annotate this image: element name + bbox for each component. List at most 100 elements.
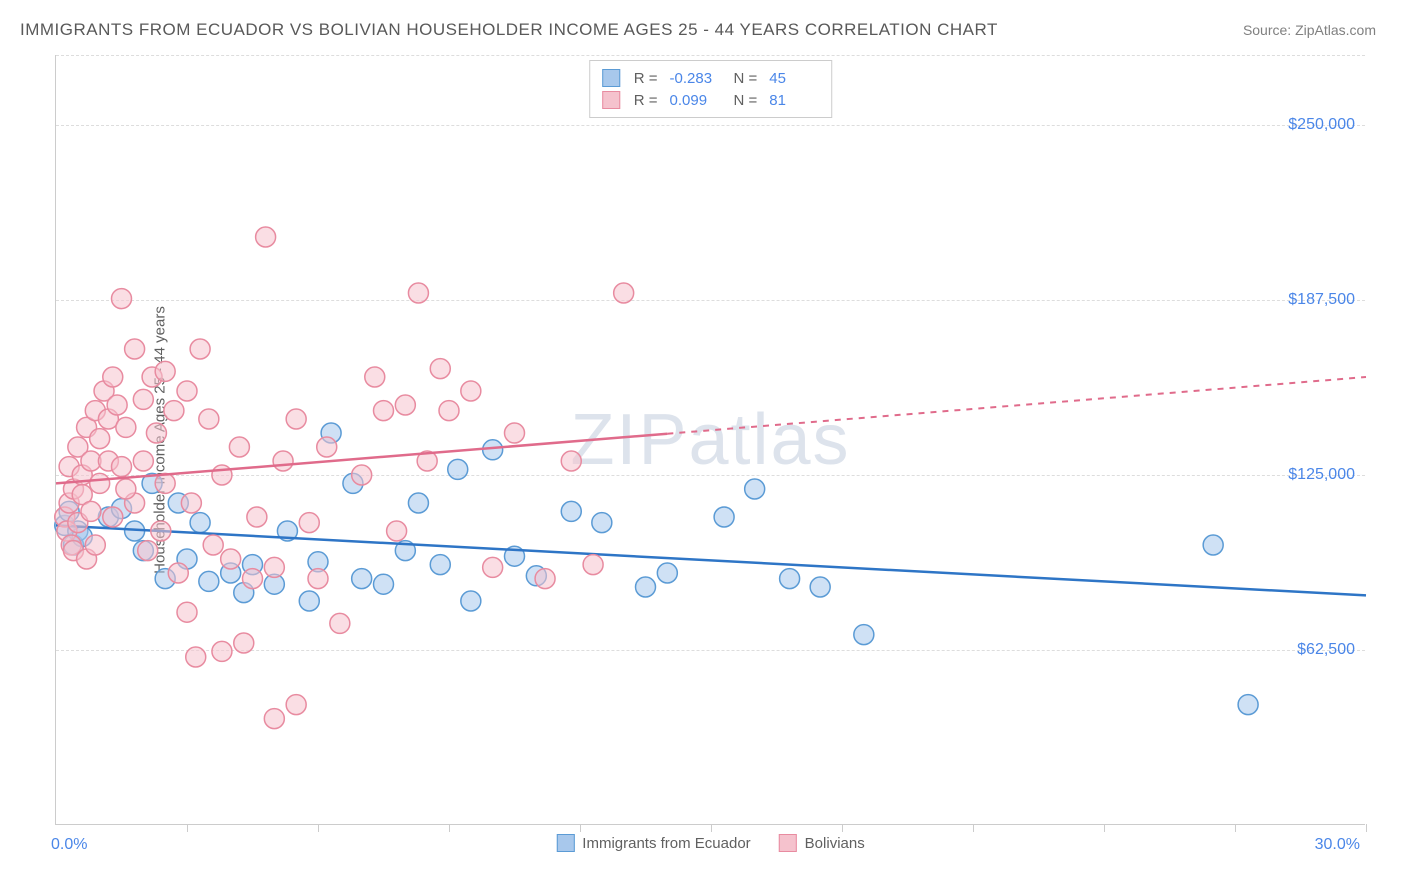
data-point [90, 473, 110, 493]
data-point [365, 367, 385, 387]
data-point [374, 574, 394, 594]
data-point [90, 429, 110, 449]
data-point [387, 521, 407, 541]
x-tick [1104, 824, 1105, 832]
x-tick [318, 824, 319, 832]
x-tick [1235, 824, 1236, 832]
data-point [186, 647, 206, 667]
data-point [636, 577, 656, 597]
data-point [408, 493, 428, 513]
data-point [199, 409, 219, 429]
x-tick [1366, 824, 1367, 832]
data-point [352, 569, 372, 589]
data-point [221, 549, 241, 569]
data-point [483, 557, 503, 577]
data-point [116, 417, 136, 437]
x-tick [973, 824, 974, 832]
data-point [103, 507, 123, 527]
data-point [299, 591, 319, 611]
legend-swatch [556, 834, 574, 852]
data-point [561, 451, 581, 471]
data-point [243, 569, 263, 589]
data-point [164, 401, 184, 421]
data-point [199, 571, 219, 591]
data-point [614, 283, 634, 303]
data-point [273, 451, 293, 471]
x-tick [187, 824, 188, 832]
data-point [247, 507, 267, 527]
legend-swatch [602, 91, 620, 109]
data-point [461, 591, 481, 611]
legend-r-value: 0.099 [670, 92, 720, 109]
data-point [745, 479, 765, 499]
data-point [561, 501, 581, 521]
legend-series-item: Immigrants from Ecuador [556, 834, 750, 852]
legend-stat-row: R =-0.283N =45 [602, 67, 820, 89]
data-point [1238, 695, 1258, 715]
data-point [256, 227, 276, 247]
chart-title: IMMIGRANTS FROM ECUADOR VS BOLIVIAN HOUS… [20, 20, 998, 40]
data-point [133, 389, 153, 409]
data-point [592, 513, 612, 533]
chart-container: IMMIGRANTS FROM ECUADOR VS BOLIVIAN HOUS… [0, 0, 1406, 892]
plot-area: Householder Income Ages 25 - 44 years ZI… [55, 55, 1365, 825]
data-point [430, 555, 450, 575]
data-point [112, 289, 132, 309]
data-point [190, 339, 210, 359]
data-point [190, 513, 210, 533]
data-point [155, 473, 175, 493]
legend-series-item: Bolivians [779, 834, 865, 852]
data-point [181, 493, 201, 513]
data-point [155, 361, 175, 381]
data-point [583, 555, 603, 575]
data-point [81, 501, 101, 521]
legend-stats: R =-0.283N =45R =0.099N =81 [589, 60, 833, 118]
legend-r-label: R = [634, 70, 658, 87]
data-point [374, 401, 394, 421]
data-point [212, 641, 232, 661]
data-point [151, 521, 171, 541]
legend-series-label: Bolivians [805, 835, 865, 852]
legend-r-value: -0.283 [670, 70, 720, 87]
legend-stat-row: R =0.099N =81 [602, 89, 820, 111]
data-point [107, 395, 127, 415]
data-point [286, 695, 306, 715]
legend-series: Immigrants from Ecuador Bolivians [556, 834, 864, 852]
x-tick [842, 824, 843, 832]
legend-n-value: 81 [769, 92, 819, 109]
source-attribution: Source: ZipAtlas.com [1243, 22, 1376, 38]
data-point [168, 563, 188, 583]
data-point [408, 283, 428, 303]
legend-series-label: Immigrants from Ecuador [582, 835, 750, 852]
data-point [146, 423, 166, 443]
x-axis-min-label: 0.0% [51, 836, 87, 854]
legend-swatch [602, 69, 620, 87]
data-point [299, 513, 319, 533]
plot-svg [56, 55, 1365, 824]
data-point [780, 569, 800, 589]
data-point [112, 457, 132, 477]
data-point [483, 440, 503, 460]
data-point [103, 367, 123, 387]
data-point [854, 625, 874, 645]
data-point [133, 451, 153, 471]
data-point [461, 381, 481, 401]
legend-swatch [779, 834, 797, 852]
data-point [448, 459, 468, 479]
data-point [125, 339, 145, 359]
x-tick [449, 824, 450, 832]
data-point [505, 423, 525, 443]
data-point [714, 507, 734, 527]
data-point [212, 465, 232, 485]
data-point [85, 535, 105, 555]
legend-n-label: N = [734, 92, 758, 109]
data-point [264, 709, 284, 729]
data-point [234, 633, 254, 653]
data-point [395, 395, 415, 415]
data-point [657, 563, 677, 583]
data-point [286, 409, 306, 429]
data-point [177, 381, 197, 401]
data-point [535, 569, 555, 589]
data-point [352, 465, 372, 485]
data-point [810, 577, 830, 597]
